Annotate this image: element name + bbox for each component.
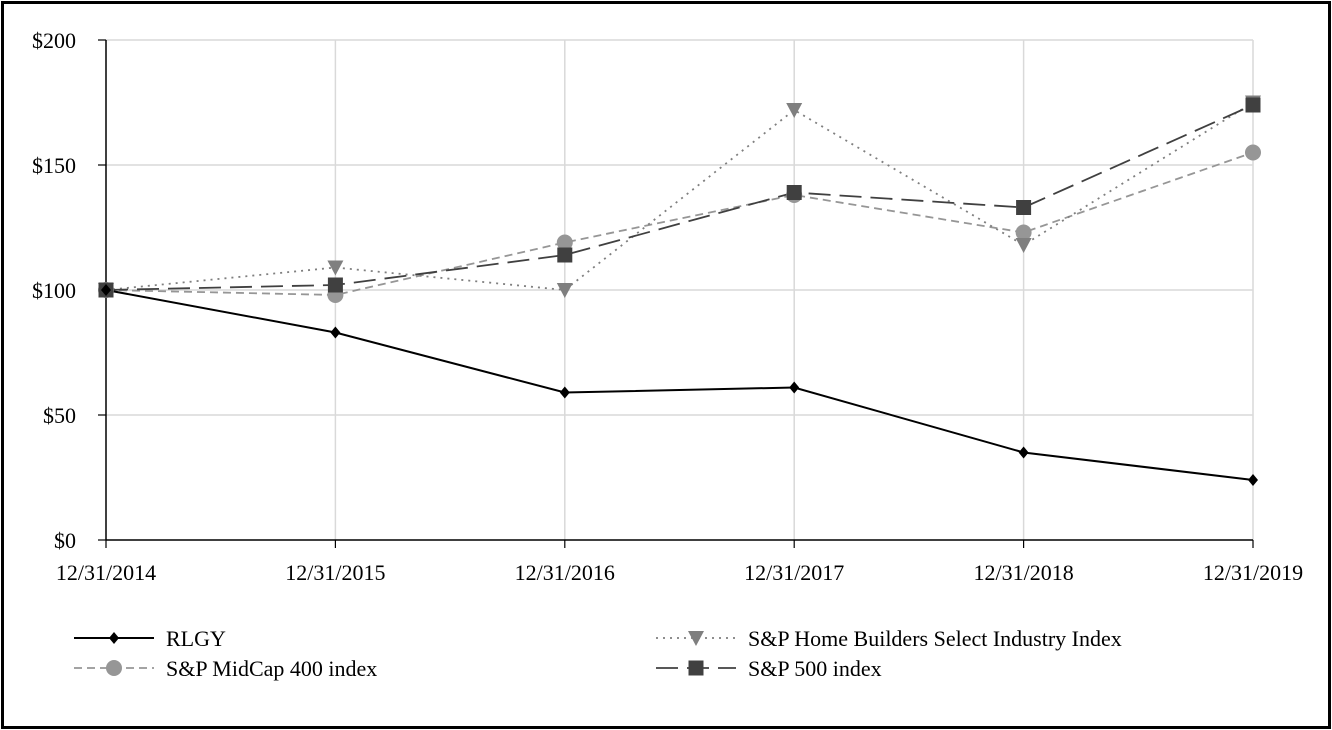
y-tick-label: $0: [54, 528, 76, 553]
tick-labels: $0 $50 $100 $150 $200 12/31/2014 12/31/2015 12/…: [32, 28, 1303, 585]
y-tick-label: $100: [32, 278, 76, 303]
y-tick-label: $200: [32, 28, 76, 53]
data-point: [557, 247, 573, 263]
legend-marker: [106, 660, 122, 676]
data-point: [556, 234, 573, 251]
x-tick-label: 12/31/2017: [744, 560, 844, 585]
x-tick-label: 12/31/2018: [973, 560, 1073, 585]
y-tick-label: $50: [43, 403, 76, 428]
data-point: [1018, 446, 1029, 459]
legend-item: S&P Home Builders Select Industry Index: [656, 626, 1122, 651]
legend-marker: [688, 660, 704, 676]
x-tick-label: 12/31/2016: [515, 560, 615, 585]
legend-label: S&P MidCap 400 index: [166, 656, 377, 681]
series-markers: [98, 95, 1261, 486]
data-point: [1015, 224, 1032, 241]
data-point: [786, 185, 802, 200]
data-point: [786, 103, 803, 118]
legend-label: S&P Home Builders Select Industry Index: [748, 626, 1122, 651]
legend: RLGY S&P Home Builders Select Industry In…: [74, 626, 1122, 681]
data-point: [330, 326, 341, 339]
legend-item: RLGY: [74, 626, 226, 651]
axes: [98, 39, 1254, 548]
legend-label: RLGY: [166, 626, 226, 651]
data-point: [1016, 200, 1032, 215]
y-tick-label: $150: [32, 153, 76, 178]
legend-label: S&P 500 index: [748, 656, 882, 681]
series-line: [105, 289, 1254, 481]
legend-marker: [688, 631, 704, 646]
series-line: [105, 101, 1254, 291]
data-point: [789, 381, 800, 394]
series-line: [105, 104, 1254, 291]
legend-marker: [109, 632, 119, 644]
x-tick-label: 12/31/2015: [285, 560, 385, 585]
data-point: [1248, 474, 1258, 486]
data-point: [1015, 238, 1032, 253]
data-point: [1245, 97, 1261, 113]
x-tick-label: 12/31/2019: [1203, 560, 1303, 585]
data-point: [556, 283, 573, 298]
data-point: [327, 277, 343, 293]
data-point: [559, 386, 570, 399]
series-lines: [105, 101, 1254, 481]
data-point: [101, 284, 111, 296]
legend-item: S&P MidCap 400 index: [74, 656, 377, 681]
data-point: [1245, 144, 1261, 161]
gridlines: [106, 39, 1254, 540]
data-point: [327, 260, 344, 276]
x-tick-label: 12/31/2014: [56, 560, 156, 585]
legend-item: S&P 500 index: [656, 656, 882, 681]
